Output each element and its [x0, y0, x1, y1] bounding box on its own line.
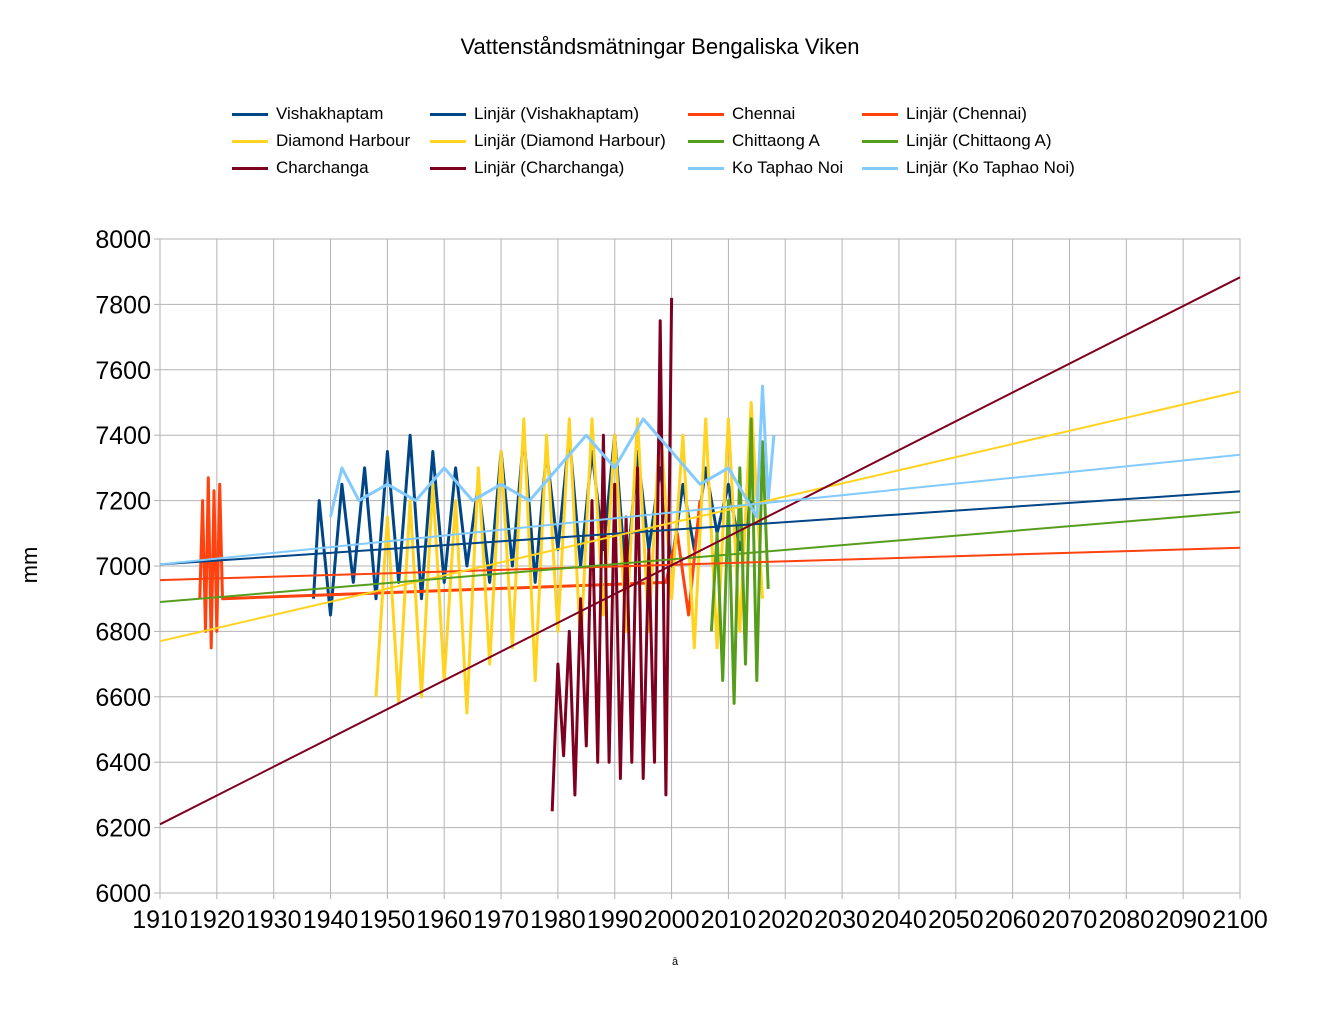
- y-tick-label: 8000: [95, 226, 151, 254]
- x-tick-label: 1910: [132, 906, 188, 934]
- series-line: [329, 384, 776, 519]
- trendline: [159, 511, 1241, 603]
- trendline: [159, 390, 1241, 643]
- legend-swatch: [688, 112, 724, 116]
- y-tick-label: 7200: [95, 488, 151, 516]
- y-tick-label: 6200: [95, 815, 151, 843]
- x-tick-label: 2050: [928, 906, 984, 934]
- legend-label: Linjär (Chittaong A): [906, 131, 1052, 150]
- trendline: [159, 453, 1241, 566]
- legend-swatch: [430, 112, 466, 116]
- y-tick-label: 6800: [95, 618, 151, 646]
- x-tick-label: 1970: [473, 906, 529, 934]
- legend-item: Linjär (Chennai): [862, 103, 1027, 125]
- legend-label: Linjär (Charchanga): [474, 158, 625, 177]
- legend-item: Linjär (Ko Taphao Noi): [862, 157, 1075, 179]
- series-line: [709, 417, 770, 705]
- chart-title: Vattenståndsmätningar Bengaliska Viken: [460, 34, 860, 59]
- legend-item: Diamond Harbour: [232, 130, 410, 152]
- x-tick-label: 1920: [189, 906, 245, 934]
- x-tick-label: 2010: [701, 906, 757, 934]
- x-tick-label: 2070: [1042, 906, 1098, 934]
- legend-item: Vishakhaptam: [232, 103, 383, 125]
- legend-item: Linjär (Charchanga): [430, 157, 624, 179]
- y-tick-label: 6600: [95, 684, 151, 712]
- x-tick-label: 1960: [416, 906, 472, 934]
- legend-item: Chennai: [688, 103, 795, 125]
- legend-item: Charchanga: [232, 157, 369, 179]
- legend-swatch: [232, 139, 268, 143]
- legend-swatch: [232, 166, 268, 170]
- legend-swatch: [430, 139, 466, 143]
- legend-label: Diamond Harbour: [276, 131, 411, 150]
- legend-item: Linjär (Vishakhaptam): [430, 103, 639, 125]
- legend-label: Chennai: [732, 104, 796, 123]
- legend-label: Charchanga: [276, 158, 369, 177]
- legend-swatch: [862, 139, 898, 143]
- x-tick-label: 1980: [530, 906, 586, 934]
- series-line: [550, 297, 674, 812]
- y-tick-label: 7400: [95, 422, 151, 450]
- legend-label: Vishakhaptam: [276, 104, 384, 123]
- legend: Vishakhaptam Linjär (Vishakhaptam) Chenn…: [232, 103, 1132, 187]
- legend-swatch: [862, 166, 898, 170]
- legend-swatch: [232, 112, 268, 116]
- y-tick-label: 7800: [95, 291, 151, 319]
- x-tick-label: 1940: [303, 906, 359, 934]
- legend-label: Linjär (Chennai): [906, 104, 1027, 123]
- x-axis-label: ā: [671, 956, 679, 968]
- x-tick-label: 2030: [814, 906, 870, 934]
- legend-swatch: [862, 112, 898, 116]
- series-line: [374, 401, 764, 715]
- x-tick-label: 1950: [360, 906, 416, 934]
- x-tick-label: 2060: [985, 906, 1041, 934]
- plot-frame: [159, 238, 1241, 894]
- legend-item: Linjär (Chittaong A): [862, 130, 1052, 152]
- trendline: [159, 276, 1241, 826]
- legend-label: Chittaong A: [732, 131, 820, 150]
- y-tick-label: 6000: [95, 880, 151, 908]
- x-tick-label: 2000: [644, 906, 700, 934]
- legend-label: Linjär (Ko Taphao Noi): [906, 158, 1075, 177]
- legend-item: Ko Taphao Noi: [688, 157, 843, 179]
- x-tick-label: 2100: [1212, 906, 1268, 934]
- legend-label: Linjär (Diamond Harbour): [474, 131, 666, 150]
- x-tick-label: 2090: [1155, 906, 1211, 934]
- legend-item: Linjär (Diamond Harbour): [430, 130, 666, 152]
- legend-label: Ko Taphao Noi: [732, 158, 844, 177]
- legend-swatch: [688, 166, 724, 170]
- y-tick-label: 7000: [95, 553, 151, 581]
- legend-swatch: [688, 139, 724, 143]
- x-tick-label: 2080: [1099, 906, 1155, 934]
- x-tick-label: 2040: [871, 906, 927, 934]
- trendline: [159, 546, 1241, 582]
- legend-swatch: [430, 166, 466, 170]
- legend-label: Linjär (Vishakhaptam): [474, 104, 640, 123]
- y-tick-label: 6400: [95, 749, 151, 777]
- x-tick-label: 1930: [246, 906, 302, 934]
- x-tick-label: 2020: [757, 906, 813, 934]
- legend-item: Chittaong A: [688, 130, 820, 152]
- x-tick-label: 1990: [587, 906, 643, 934]
- y-tick-label: 7600: [95, 357, 151, 385]
- trendline: [159, 490, 1241, 566]
